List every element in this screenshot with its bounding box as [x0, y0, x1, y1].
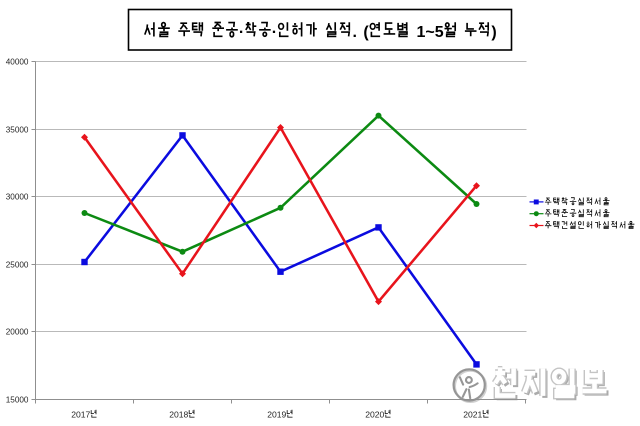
svg-text:2020: 2020	[365, 410, 384, 420]
svg-text:.: .	[353, 24, 357, 41]
svg-text:·: ·	[272, 24, 277, 41]
svg-text:20000: 20000	[6, 328, 29, 337]
svg-text:40000: 40000	[6, 58, 29, 67]
svg-text:(: (	[363, 24, 369, 41]
svg-text:2018: 2018	[169, 410, 188, 420]
svg-text:35000: 35000	[6, 126, 29, 135]
svg-text:·: ·	[239, 24, 244, 41]
svg-text:2021: 2021	[463, 410, 482, 420]
svg-text:30000: 30000	[6, 193, 29, 202]
svg-text:2019: 2019	[267, 410, 286, 420]
svg-text:25000: 25000	[6, 261, 29, 270]
svg-text:2017: 2017	[71, 410, 90, 420]
svg-text:1~5: 1~5	[417, 24, 444, 41]
svg-text:): )	[491, 24, 496, 41]
svg-text:15000: 15000	[6, 396, 29, 405]
